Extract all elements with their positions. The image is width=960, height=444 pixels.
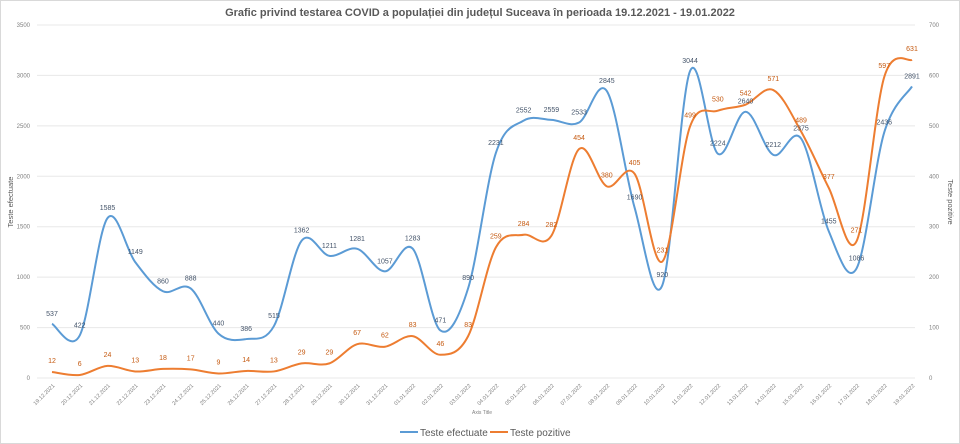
data-label: 2552 bbox=[516, 108, 532, 115]
data-label: 1211 bbox=[322, 243, 337, 250]
data-label: 1281 bbox=[349, 236, 365, 243]
data-label: 489 bbox=[795, 117, 807, 124]
data-label: 860 bbox=[157, 278, 169, 285]
data-label: 259 bbox=[490, 233, 502, 240]
data-label: 405 bbox=[629, 160, 641, 167]
data-label: 1585 bbox=[100, 205, 116, 212]
data-label: 2640 bbox=[738, 99, 754, 106]
data-label: 1455 bbox=[821, 218, 837, 225]
data-label: 380 bbox=[601, 172, 613, 179]
data-label: 284 bbox=[518, 221, 530, 228]
y2-tick-label: 700 bbox=[929, 23, 940, 29]
y-tick-label: 500 bbox=[20, 326, 31, 332]
y-tick-label: 3500 bbox=[17, 23, 31, 29]
data-label: 2375 bbox=[793, 125, 809, 132]
y-tick-label: 1500 bbox=[17, 225, 31, 231]
data-label: 1057 bbox=[377, 258, 393, 265]
data-label: 1690 bbox=[627, 195, 643, 202]
data-label: 597 bbox=[878, 63, 890, 70]
y-tick-label: 3000 bbox=[17, 73, 31, 79]
data-label: 571 bbox=[767, 76, 779, 83]
data-label: 13 bbox=[270, 357, 278, 364]
y2-axis-title: Teste pozitive bbox=[946, 179, 955, 224]
data-label: 24 bbox=[104, 352, 112, 359]
data-label: 282 bbox=[546, 222, 558, 229]
y-tick-label: 1000 bbox=[17, 275, 31, 281]
data-label: 67 bbox=[353, 330, 361, 337]
y2-tick-label: 200 bbox=[929, 275, 940, 281]
data-label: 499 bbox=[684, 112, 696, 119]
legend-label-teste-pozitive: Teste pozitive bbox=[510, 428, 571, 439]
data-label: 83 bbox=[464, 322, 472, 329]
data-label: 440 bbox=[213, 321, 225, 328]
data-label: 231 bbox=[656, 248, 668, 255]
data-label: 890 bbox=[462, 275, 474, 282]
data-label: 2559 bbox=[544, 107, 560, 114]
legend: Teste efectuate Teste pozitive bbox=[400, 428, 571, 439]
data-label: 13 bbox=[131, 357, 139, 364]
data-label: 14 bbox=[242, 357, 250, 364]
data-label: 920 bbox=[656, 272, 668, 279]
x-axis-title: Axis Title bbox=[472, 410, 492, 416]
series-line-teste-pozitive bbox=[51, 57, 913, 377]
y-axis-title: Teste efectuate bbox=[6, 177, 15, 228]
data-label: 1283 bbox=[405, 236, 421, 243]
data-label: 454 bbox=[573, 135, 585, 142]
data-label: 2891 bbox=[904, 73, 920, 80]
data-label: 1149 bbox=[128, 249, 143, 256]
data-label: 1362 bbox=[294, 228, 310, 235]
data-label: 12 bbox=[48, 358, 56, 365]
y2-tick-label: 400 bbox=[929, 174, 940, 180]
data-label: 471 bbox=[435, 317, 447, 324]
data-label: 6 bbox=[78, 361, 82, 368]
data-label: 83 bbox=[409, 322, 417, 329]
y-tick-label: 2000 bbox=[17, 174, 31, 180]
data-label: 1086 bbox=[849, 255, 865, 262]
data-label: 3044 bbox=[682, 58, 698, 65]
y2-tick-label: 600 bbox=[929, 73, 940, 79]
data-label: 422 bbox=[74, 322, 86, 329]
data-label: 29 bbox=[298, 349, 306, 356]
data-label: 29 bbox=[326, 349, 334, 356]
data-label: 62 bbox=[381, 333, 389, 340]
data-label: 2533 bbox=[571, 110, 587, 117]
chart-title: Grafic privind testarea COVID a populați… bbox=[225, 7, 735, 19]
data-label: 2845 bbox=[599, 78, 615, 85]
y2-tick-label: 500 bbox=[929, 124, 940, 130]
data-label: 631 bbox=[906, 46, 918, 53]
data-label: 46 bbox=[436, 341, 444, 348]
y-tick-label: 2500 bbox=[17, 124, 31, 130]
legend-label-teste-efectuate: Teste efectuate bbox=[420, 428, 488, 439]
data-label: 530 bbox=[712, 97, 724, 104]
y2-tick-label: 300 bbox=[929, 225, 940, 231]
data-label: 888 bbox=[185, 275, 197, 282]
data-label: 515 bbox=[268, 313, 280, 320]
data-label: 377 bbox=[823, 174, 835, 181]
data-label: 386 bbox=[240, 326, 252, 333]
data-label: 537 bbox=[46, 311, 58, 318]
data-label: 271 bbox=[851, 227, 863, 234]
y-tick-label: 0 bbox=[27, 376, 31, 382]
y2-tick-label: 0 bbox=[929, 376, 933, 382]
y2-tick-label: 100 bbox=[929, 326, 940, 332]
data-label: 2231 bbox=[488, 140, 504, 147]
data-label: 2436 bbox=[876, 119, 892, 126]
data-label: 17 bbox=[187, 355, 195, 362]
data-label: 542 bbox=[740, 91, 752, 98]
series-line-teste-efectuate bbox=[51, 66, 913, 343]
data-label: 18 bbox=[159, 355, 167, 362]
data-label: 2224 bbox=[710, 141, 726, 148]
data-label: 9 bbox=[216, 359, 220, 366]
data-label: 2212 bbox=[766, 142, 782, 149]
